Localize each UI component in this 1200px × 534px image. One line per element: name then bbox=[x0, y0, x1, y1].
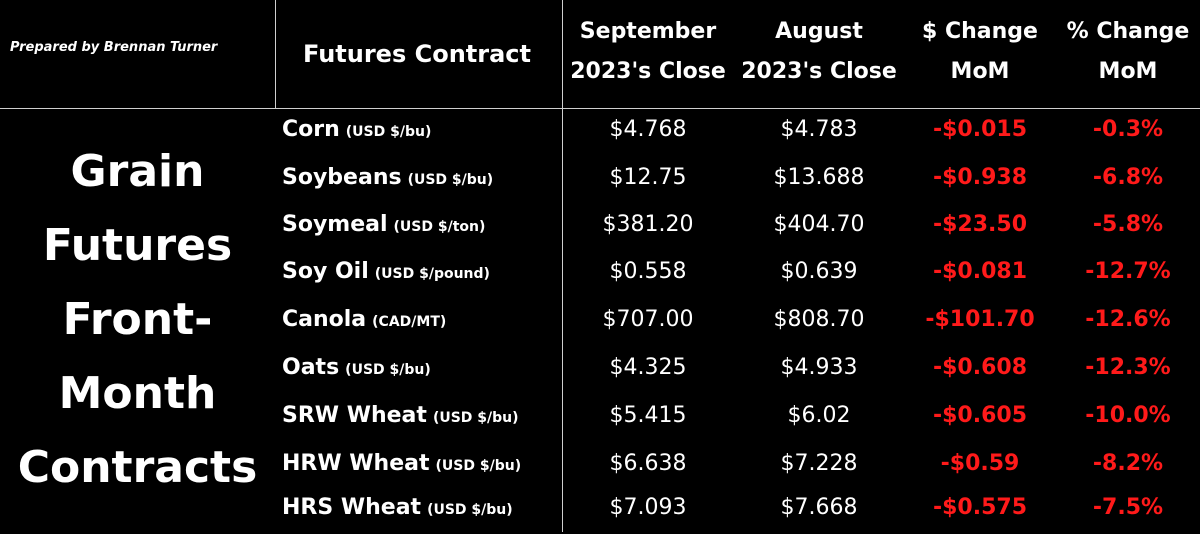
contract-label: Corn bbox=[282, 117, 340, 142]
sep-close-value: $4.325 bbox=[609, 355, 687, 380]
contract-unit: (USD $/bu) bbox=[345, 124, 432, 140]
contract-name: Soybeans (USD $/bu) bbox=[282, 154, 493, 202]
table-row: HRW Wheat (USD $/bu) $6.638 $7.228 -$0.59… bbox=[0, 440, 1200, 488]
contract-name: HRS Wheat (USD $/bu) bbox=[282, 484, 513, 532]
pct-change-value: -5.8% bbox=[1092, 212, 1164, 237]
aug-close-value: $7.668 bbox=[780, 495, 858, 520]
sep-close-value: $5.415 bbox=[609, 403, 687, 428]
sep-close-value: $381.20 bbox=[602, 212, 694, 237]
pct-change-value: -10.0% bbox=[1085, 403, 1171, 428]
dollar-change-value: -$0.59 bbox=[940, 451, 1020, 476]
dollar-change-value: -$101.70 bbox=[925, 307, 1035, 332]
header-divider bbox=[0, 108, 1200, 109]
side-title: Grain Futures Front- Month Contracts bbox=[0, 108, 275, 532]
dollar-change-value: -$23.50 bbox=[932, 212, 1028, 237]
header-pct-change-line2: MoM bbox=[1098, 59, 1158, 84]
side-title-line: Futures bbox=[42, 220, 233, 271]
aug-close-value: $13.688 bbox=[773, 165, 865, 190]
column-divider-header bbox=[275, 0, 276, 108]
header-sep-close: September 2023's Close bbox=[563, 12, 733, 92]
sep-close-value: $12.75 bbox=[609, 165, 687, 190]
sep-close-value: $7.093 bbox=[609, 495, 687, 520]
header-sep-close-line1: September bbox=[579, 19, 717, 44]
pct-change-value: -8.2% bbox=[1092, 451, 1164, 476]
header-futures-contract-label: Futures Contract bbox=[303, 40, 531, 68]
contract-name: Soy Oil (USD $/pound) bbox=[282, 248, 490, 296]
dollar-change-value: -$0.608 bbox=[932, 355, 1028, 380]
contract-label: HRS Wheat bbox=[282, 495, 422, 520]
contract-unit: (USD $/bu) bbox=[427, 502, 513, 518]
table-row: Corn (USD $/bu) $4.768 $4.783 -$0.015 -0.… bbox=[0, 106, 1200, 154]
table-row: Canola (CAD/MT) $707.00 $808.70 -$101.70 … bbox=[0, 296, 1200, 344]
side-title-line: Grain bbox=[70, 146, 205, 197]
header-dollar-change: $ Change MoM bbox=[905, 12, 1055, 92]
dollar-change-value: -$0.575 bbox=[932, 495, 1028, 520]
contract-unit: (USD $/bu) bbox=[345, 362, 431, 378]
header-dollar-change-line1: $ Change bbox=[922, 19, 1038, 44]
pct-change-value: -0.3% bbox=[1092, 117, 1164, 142]
header-aug-close: August 2023's Close bbox=[734, 12, 904, 92]
contract-name: SRW Wheat (USD $/bu) bbox=[282, 392, 519, 440]
table-row: Oats (USD $/bu) $4.325 $4.933 -$0.608 -12… bbox=[0, 344, 1200, 392]
side-title-line: Front- bbox=[62, 294, 213, 345]
aug-close-value: $4.933 bbox=[780, 355, 858, 380]
table-row: Soy Oil (USD $/pound) $0.558 $0.639 -$0.0… bbox=[0, 248, 1200, 296]
contract-name: Corn (USD $/bu) bbox=[282, 106, 431, 154]
pct-change-value: -12.3% bbox=[1085, 355, 1171, 380]
contract-name: Canola (CAD/MT) bbox=[282, 296, 446, 344]
column-divider-sep bbox=[562, 0, 563, 532]
sep-close-value: $6.638 bbox=[609, 451, 687, 476]
contract-unit: (USD $/bu) bbox=[435, 458, 522, 474]
contract-label: HRW Wheat bbox=[282, 451, 430, 476]
contract-label: Soy Oil bbox=[282, 259, 369, 284]
credit-text: Prepared by Brennan Turner bbox=[10, 40, 218, 55]
aug-close-value: $6.02 bbox=[787, 403, 851, 428]
contract-name: Soymeal (USD $/ton) bbox=[282, 201, 485, 249]
pct-change-value: -12.6% bbox=[1085, 307, 1171, 332]
sep-close-value: $0.558 bbox=[609, 259, 687, 284]
dollar-change-value: -$0.015 bbox=[932, 117, 1028, 142]
table-row: HRS Wheat (USD $/bu) $7.093 $7.668 -$0.57… bbox=[0, 484, 1200, 532]
header-dollar-change-line2: MoM bbox=[950, 59, 1010, 84]
pct-change-value: -6.8% bbox=[1092, 165, 1164, 190]
table-row: Soybeans (USD $/bu) $12.75 $13.688 -$0.93… bbox=[0, 154, 1200, 202]
header-pct-change-line1: % Change bbox=[1066, 19, 1190, 44]
header-sep-close-line2: 2023's Close bbox=[570, 59, 726, 84]
contract-unit: (USD $/ton) bbox=[393, 219, 486, 235]
aug-close-value: $808.70 bbox=[773, 307, 865, 332]
pct-change-value: -12.7% bbox=[1085, 259, 1171, 284]
table-row: Soymeal (USD $/ton) $381.20 $404.70 -$23.… bbox=[0, 201, 1200, 249]
sep-close-value: $707.00 bbox=[602, 307, 694, 332]
aug-close-value: $0.639 bbox=[780, 259, 858, 284]
header-futures-contract: Futures Contract bbox=[282, 34, 552, 74]
contract-label: SRW Wheat bbox=[282, 403, 427, 428]
contract-label: Soymeal bbox=[282, 212, 388, 237]
header-aug-close-line1: August bbox=[775, 19, 863, 44]
dollar-change-value: -$0.938 bbox=[932, 165, 1028, 190]
contract-unit: (USD $/bu) bbox=[432, 410, 519, 426]
header-pct-change: % Change MoM bbox=[1056, 12, 1200, 92]
contract-unit: (CAD/MT) bbox=[372, 314, 447, 330]
side-title-line: Month bbox=[58, 368, 217, 419]
table-row: SRW Wheat (USD $/bu) $5.415 $6.02 -$0.605… bbox=[0, 392, 1200, 440]
header-aug-close-line2: 2023's Close bbox=[741, 59, 897, 84]
aug-close-value: $7.228 bbox=[780, 451, 858, 476]
contract-label: Soybeans bbox=[282, 165, 402, 190]
pct-change-value: -7.5% bbox=[1092, 495, 1164, 520]
dollar-change-value: -$0.081 bbox=[932, 259, 1028, 284]
contract-name: Oats (USD $/bu) bbox=[282, 344, 431, 392]
side-title-line: Contracts bbox=[17, 442, 258, 493]
contract-label: Oats bbox=[282, 355, 340, 380]
contract-unit: (USD $/pound) bbox=[374, 266, 490, 282]
aug-close-value: $4.783 bbox=[780, 117, 858, 142]
contract-name: HRW Wheat (USD $/bu) bbox=[282, 440, 521, 488]
contract-label: Canola bbox=[282, 307, 367, 332]
dollar-change-value: -$0.605 bbox=[932, 403, 1028, 428]
contract-unit: (USD $/bu) bbox=[407, 172, 494, 188]
aug-close-value: $404.70 bbox=[773, 212, 865, 237]
sep-close-value: $4.768 bbox=[609, 117, 687, 142]
